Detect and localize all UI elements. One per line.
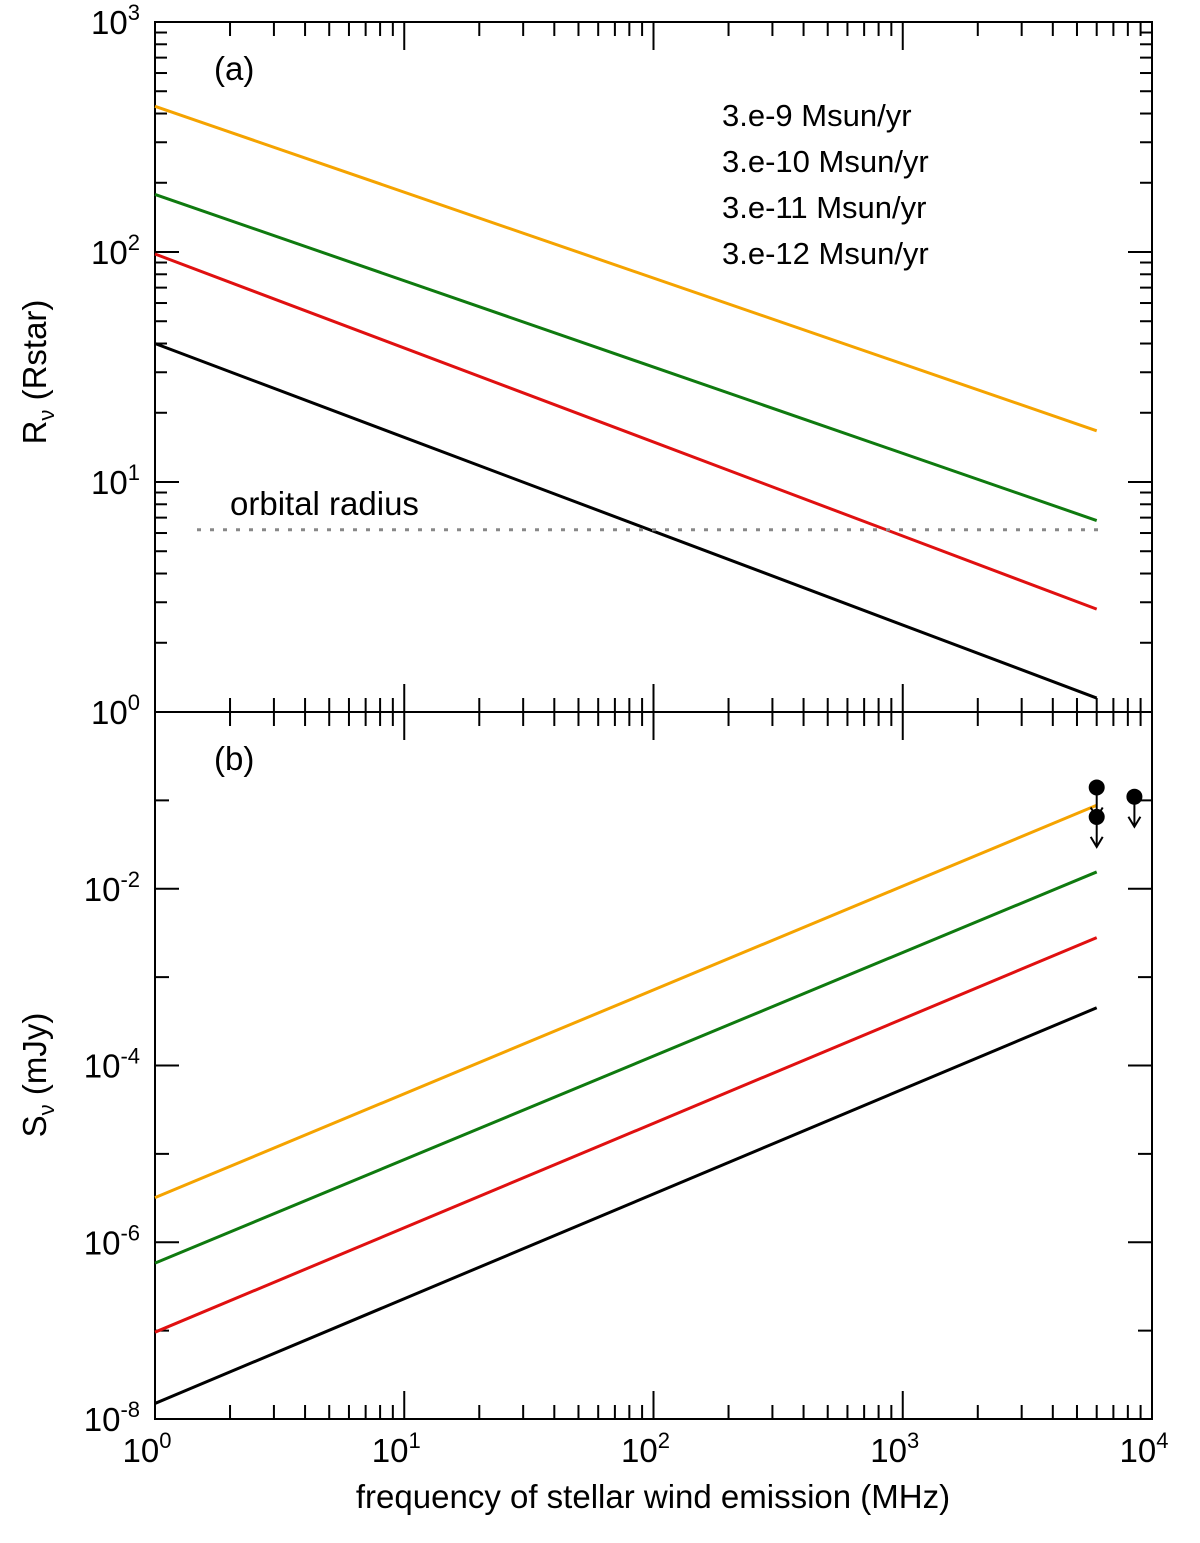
legend-entry-3: 3.e-12 Msun/yr <box>722 236 929 271</box>
x-tick-label-3: 103 <box>870 1428 919 1469</box>
panel-a-y-tick-label-3: 103 <box>91 0 140 41</box>
x-tick-exp-3: 3 <box>907 1428 919 1453</box>
x-tick-base-2: 10 <box>621 1432 658 1469</box>
legend-entry-1: 3.e-10 Msun/yr <box>722 144 929 179</box>
x-tick-exp-4: 4 <box>1156 1428 1168 1453</box>
orbital-radius-label: orbital radius <box>230 485 419 522</box>
x-tick-exp-1: 1 <box>408 1428 420 1453</box>
upper-limit-points <box>1088 779 1143 849</box>
panel-b-y-tick-exp-0: -2 <box>120 867 140 892</box>
panel-a-y-tick-base-0: 10 <box>91 694 128 731</box>
x-tick-label-4: 104 <box>1120 1428 1169 1469</box>
panel-a-y-tick-label-0: 100 <box>91 690 140 731</box>
panel-a-y-tick-exp-0: 0 <box>128 690 140 715</box>
x-axis-label: frequency of stellar wind emission (MHz) <box>356 1478 950 1515</box>
x-tick-base-3: 10 <box>870 1432 907 1469</box>
panel-b-y-tick-base-3: 10 <box>84 1401 121 1438</box>
xtick-labels: 100 101 102 103 104 <box>123 1428 1169 1469</box>
panel-a-y-tick-label-2: 102 <box>91 230 140 271</box>
panel-a-series-line-3 <box>154 342 1098 700</box>
panel-b-series <box>154 803 1098 1405</box>
panel-a-ylabel: Rν (Rstar) <box>16 300 59 445</box>
panel-b-series-line-3 <box>154 1006 1098 1405</box>
x-tick-label-0: 100 <box>123 1428 172 1469</box>
panel-a-series-line-2 <box>154 252 1098 611</box>
legend: 3.e-9 Msun/yr 3.e-10 Msun/yr 3.e-11 Msun… <box>722 98 929 271</box>
panel-b-series-line-1 <box>154 870 1098 1265</box>
panel-b-ylabel: Sν (mJy) <box>16 1013 59 1138</box>
panel-b-y-tick-label-3: 10-8 <box>84 1397 140 1438</box>
panel-a-y-tick-label-1: 101 <box>91 460 140 501</box>
x-tick-exp-0: 0 <box>159 1428 171 1453</box>
x-tick-base-1: 10 <box>372 1432 409 1469</box>
legend-entry-2: 3.e-11 Msun/yr <box>722 190 926 225</box>
x-tick-label-2: 102 <box>621 1428 670 1469</box>
panel-a-series-line-1 <box>154 192 1098 522</box>
panel-b-y-tick-label-2: 10-6 <box>84 1220 140 1261</box>
panel-b-ytick-labels: 10-210-410-610-8 <box>84 867 140 1438</box>
panel-a-label: (a) <box>214 50 254 87</box>
axis-ticks <box>154 22 1153 1420</box>
panel-b-y-tick-base-2: 10 <box>84 1224 121 1261</box>
panel-a-y-tick-base-2: 10 <box>91 234 128 271</box>
panel-a-y-tick-base-1: 10 <box>91 464 128 501</box>
panel-b-series-line-0 <box>154 803 1098 1199</box>
upper-limit-arrow-head-2 <box>1127 816 1142 829</box>
panel-b-label: (b) <box>214 740 254 777</box>
panel-b-y-tick-exp-1: -4 <box>120 1044 140 1069</box>
panel-a-y-tick-base-3: 10 <box>91 4 128 41</box>
panel-a-y-tick-exp-2: 2 <box>128 230 140 255</box>
upper-limit-arrow-head-1 <box>1089 836 1104 849</box>
x-tick-exp-2: 2 <box>658 1428 670 1453</box>
panel-b-y-tick-base-1: 10 <box>84 1048 121 1085</box>
panel-a-y-tick-exp-1: 1 <box>128 460 140 485</box>
panel-a-series <box>154 104 1098 700</box>
panel-b-y-tick-exp-3: -8 <box>120 1397 140 1422</box>
panel-a-series-line-0 <box>154 104 1098 433</box>
panel-b-y-tick-exp-2: -6 <box>120 1220 140 1245</box>
x-tick-base-4: 10 <box>1120 1432 1157 1469</box>
panel-b-y-tick-label-0: 10-2 <box>84 867 140 908</box>
legend-entry-0: 3.e-9 Msun/yr <box>722 98 912 133</box>
panel-b-frame <box>154 711 1153 1420</box>
x-tick-base-0: 10 <box>123 1432 160 1469</box>
panel-a-y-tick-exp-3: 3 <box>128 0 140 25</box>
x-tick-label-1: 101 <box>372 1428 421 1469</box>
panel-b-series-line-2 <box>154 936 1098 1334</box>
panel-b-y-tick-base-0: 10 <box>84 871 121 908</box>
panel-b-y-tick-label-1: 10-4 <box>84 1044 140 1085</box>
